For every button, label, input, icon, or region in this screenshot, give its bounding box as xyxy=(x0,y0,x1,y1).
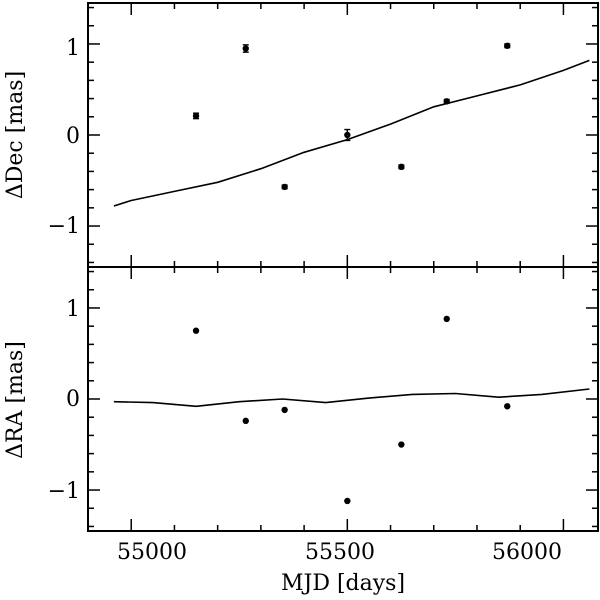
top-ylabel: ΔDec [mas] xyxy=(3,71,28,199)
top-panel-data-points xyxy=(192,42,511,191)
xtick-label: 55500 xyxy=(305,540,375,565)
data-point xyxy=(242,417,249,425)
bottom-ytick-label: −1 xyxy=(48,479,80,504)
top-ytick-label: 1 xyxy=(66,36,80,61)
top-panel-frame xyxy=(87,2,599,268)
top-ytick-label: 0 xyxy=(66,124,80,149)
data-point xyxy=(504,42,511,49)
data-point xyxy=(192,112,200,120)
data-point xyxy=(281,406,288,414)
bottom-panel-model-curve xyxy=(113,388,590,408)
xtick-label: 55000 xyxy=(117,540,187,565)
data-point xyxy=(443,315,450,323)
data-point xyxy=(192,327,200,334)
data-point xyxy=(398,441,405,448)
model-curve xyxy=(113,388,590,408)
model-curve xyxy=(113,59,590,207)
data-point xyxy=(344,131,351,139)
xlabel: MJD [days] xyxy=(281,571,405,596)
data-point xyxy=(443,98,450,105)
data-point xyxy=(504,403,511,410)
data-point xyxy=(281,183,288,191)
top-ytick-label: −1 xyxy=(48,214,80,239)
xtick-label: 56000 xyxy=(492,540,562,565)
bottom-ylabel: ΔRA [mas] xyxy=(3,341,28,459)
bottom-ytick-label: 1 xyxy=(66,297,80,322)
top-panel-model-curve xyxy=(113,59,590,207)
data-point xyxy=(398,163,405,171)
top-panel-ticks xyxy=(88,3,598,267)
bottom-panel-ticks xyxy=(88,267,598,531)
data-point xyxy=(242,45,249,52)
bottom-ytick-label: 0 xyxy=(66,387,80,412)
data-point xyxy=(344,497,351,505)
bottom-panel-data-points xyxy=(192,315,511,505)
bottom-panel-frame xyxy=(87,266,599,532)
